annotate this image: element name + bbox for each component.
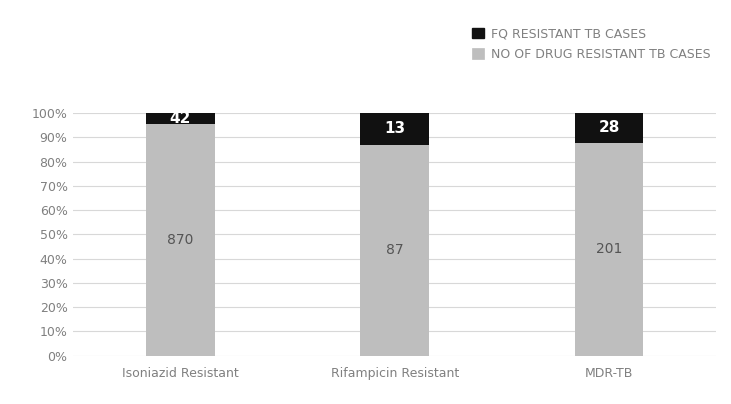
Text: 13: 13 (385, 121, 405, 137)
Bar (575, 143, 643, 356)
Text: 87: 87 (386, 243, 404, 257)
Text: 28: 28 (599, 120, 620, 135)
Bar (575, 113, 643, 143)
Text: 870: 870 (167, 233, 194, 247)
Legend: FQ RESISTANT TB CASES, NO OF DRUG RESISTANT TB CASES: FQ RESISTANT TB CASES, NO OF DRUG RESIST… (471, 27, 710, 61)
Text: 42: 42 (170, 111, 191, 126)
Bar (360, 113, 429, 145)
Bar (360, 145, 429, 356)
Bar (146, 124, 215, 356)
Bar (146, 113, 215, 124)
Text: 201: 201 (596, 242, 622, 256)
